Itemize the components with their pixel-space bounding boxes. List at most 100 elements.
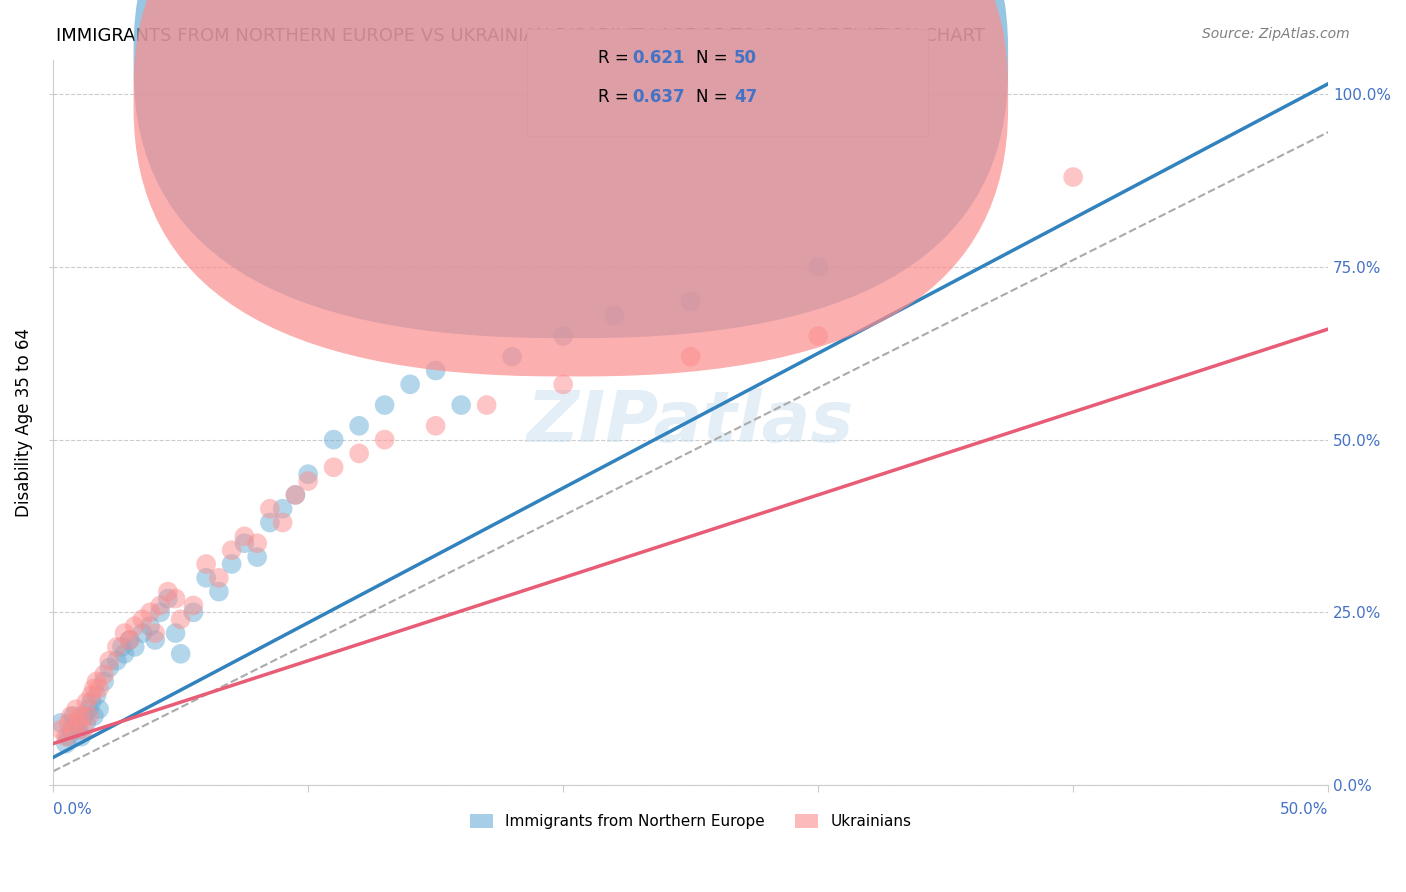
Point	[501, 350, 523, 364]
Point	[183, 599, 205, 613]
Point	[322, 433, 344, 447]
Point	[93, 667, 115, 681]
Point	[399, 377, 422, 392]
Point	[246, 536, 269, 550]
Point	[233, 529, 256, 543]
Text: ZIPatlas: ZIPatlas	[527, 388, 855, 457]
Point	[118, 632, 141, 647]
Point	[169, 612, 191, 626]
Point	[124, 640, 146, 654]
Point	[143, 632, 166, 647]
Point	[131, 612, 153, 626]
Point	[271, 501, 294, 516]
Point	[475, 398, 498, 412]
Point	[139, 605, 162, 619]
Point	[347, 446, 370, 460]
Point	[553, 377, 575, 392]
Point	[195, 571, 218, 585]
Point	[807, 329, 830, 343]
Point	[77, 702, 100, 716]
Text: Source: ZipAtlas.com: Source: ZipAtlas.com	[1202, 27, 1350, 41]
Point	[98, 660, 121, 674]
Legend: Immigrants from Northern Europe, Ukrainians: Immigrants from Northern Europe, Ukraini…	[464, 808, 918, 836]
Point	[86, 674, 108, 689]
Point	[77, 709, 100, 723]
Point	[233, 536, 256, 550]
Point	[221, 543, 243, 558]
Point	[322, 460, 344, 475]
Point	[75, 715, 97, 730]
Point	[271, 516, 294, 530]
Point	[111, 640, 134, 654]
Point	[114, 626, 136, 640]
Point	[59, 709, 82, 723]
Point	[73, 723, 96, 737]
Point	[49, 715, 72, 730]
Text: 0.637: 0.637	[633, 88, 685, 106]
Point	[221, 557, 243, 571]
Point	[55, 737, 77, 751]
Point	[67, 715, 90, 730]
Text: N =: N =	[696, 49, 733, 67]
Point	[87, 702, 110, 716]
Point	[1062, 169, 1084, 184]
Point	[73, 709, 96, 723]
Point	[679, 350, 702, 364]
Point	[80, 688, 103, 702]
Point	[143, 626, 166, 640]
Point	[183, 605, 205, 619]
Point	[259, 516, 281, 530]
Point	[62, 709, 84, 723]
Point	[169, 647, 191, 661]
Point	[70, 709, 93, 723]
Point	[284, 488, 307, 502]
Point	[114, 647, 136, 661]
Point	[59, 723, 82, 737]
Point	[297, 467, 319, 482]
Text: 50.0%: 50.0%	[1279, 802, 1329, 817]
Point	[65, 702, 87, 716]
Text: N =: N =	[696, 88, 733, 106]
Point	[75, 695, 97, 709]
Point	[83, 709, 105, 723]
Point	[131, 626, 153, 640]
Point	[208, 571, 231, 585]
Point	[62, 723, 84, 737]
Point	[98, 654, 121, 668]
Point	[93, 674, 115, 689]
Point	[165, 626, 187, 640]
Point	[149, 605, 172, 619]
Point	[807, 260, 830, 274]
Text: R =: R =	[598, 88, 634, 106]
Point	[105, 640, 128, 654]
Point	[58, 715, 80, 730]
Point	[450, 398, 472, 412]
Point	[195, 557, 218, 571]
Text: IMMIGRANTS FROM NORTHERN EUROPE VS UKRAINIAN DISABILITY AGE 35 TO 64 CORRELATION: IMMIGRANTS FROM NORTHERN EUROPE VS UKRAI…	[56, 27, 986, 45]
Point	[374, 398, 396, 412]
Point	[156, 591, 179, 606]
Point	[65, 715, 87, 730]
Point	[80, 695, 103, 709]
Text: 0.0%: 0.0%	[53, 802, 91, 817]
Point	[284, 488, 307, 502]
Point	[347, 418, 370, 433]
Point	[105, 654, 128, 668]
Point	[603, 308, 626, 322]
Text: 50: 50	[734, 49, 756, 67]
Point	[156, 584, 179, 599]
Point	[86, 688, 108, 702]
Text: R =: R =	[598, 49, 634, 67]
Point	[87, 681, 110, 696]
Point	[374, 433, 396, 447]
Point	[58, 730, 80, 744]
Point	[149, 599, 172, 613]
Point	[425, 363, 447, 377]
Point	[165, 591, 187, 606]
Point	[553, 329, 575, 343]
Point	[139, 619, 162, 633]
Text: 0.621: 0.621	[633, 49, 685, 67]
Point	[124, 619, 146, 633]
Point	[67, 723, 90, 737]
Point	[679, 294, 702, 309]
